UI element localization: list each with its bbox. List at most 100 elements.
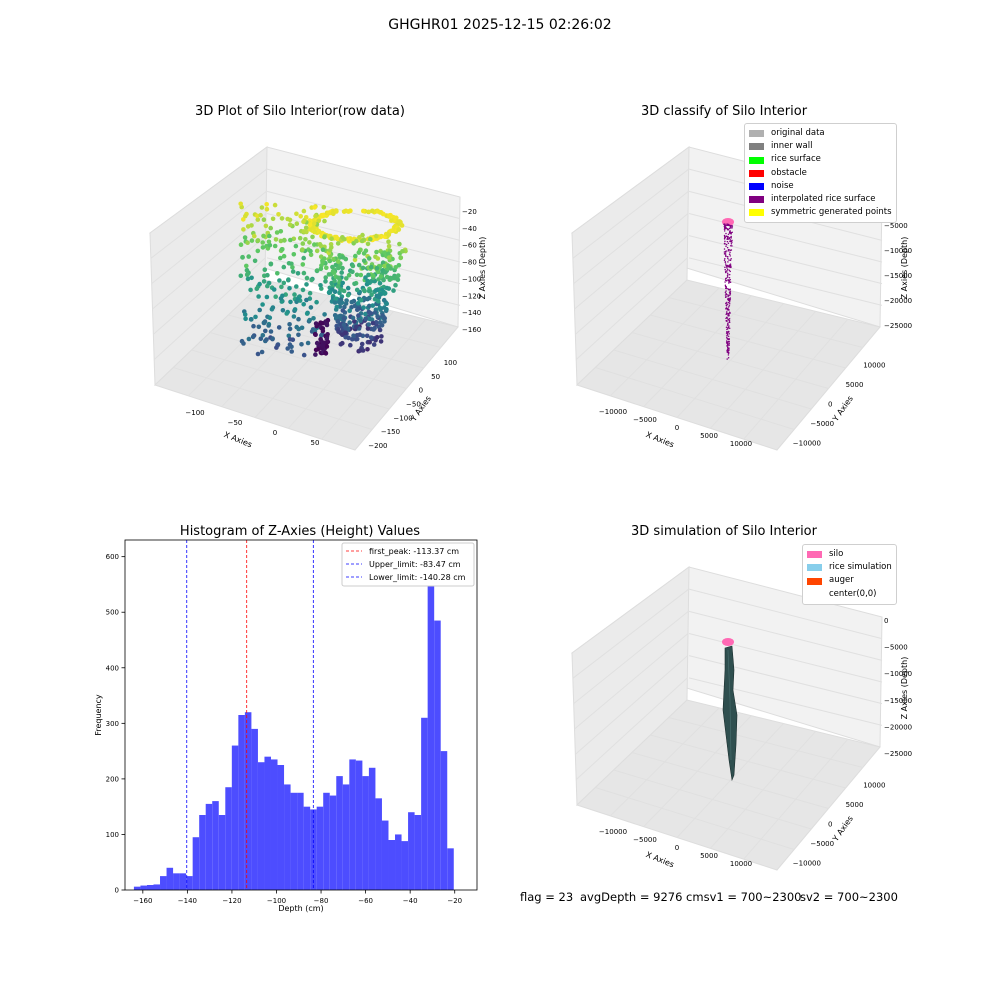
raw-data-point xyxy=(340,265,345,271)
raw-data-point xyxy=(340,308,346,313)
raw-z-tick-label: −80 xyxy=(462,259,477,267)
raw-y-tick-label: 0 xyxy=(419,387,423,395)
raw-data-point xyxy=(352,303,358,309)
classify-plot-title: 3D classify of Silo Interior xyxy=(640,104,808,119)
raw-data-point xyxy=(244,272,250,278)
raw-z-tick-label: −40 xyxy=(462,225,477,233)
raw-data-point xyxy=(243,213,248,219)
raw-data-point xyxy=(314,299,319,305)
raw-data-point xyxy=(368,335,374,340)
raw-data-point xyxy=(270,336,275,341)
legend-item: auger xyxy=(807,574,892,587)
legend-swatch xyxy=(749,209,764,217)
raw-data-point xyxy=(381,277,386,283)
raw-data-point xyxy=(270,216,276,222)
raw-y-axis-label: Y Axies xyxy=(408,394,433,424)
raw-data-point xyxy=(355,301,361,306)
raw-data-point xyxy=(287,337,293,342)
raw-data-point xyxy=(281,280,287,286)
raw-data-point xyxy=(325,317,331,323)
legend-item: silo xyxy=(807,548,892,561)
raw-data-point xyxy=(264,202,270,207)
raw-x-axis-label: X Axies xyxy=(223,430,254,449)
raw-data-point xyxy=(245,240,250,245)
raw-z-tick-label: −140 xyxy=(462,309,481,317)
raw-data-point xyxy=(386,232,392,238)
raw-data-point xyxy=(344,298,349,303)
raw-data-point xyxy=(287,326,293,332)
raw-data-point xyxy=(275,271,280,276)
raw-data-point xyxy=(369,264,374,270)
raw-data-point xyxy=(241,227,246,232)
raw-data-point xyxy=(327,258,333,264)
raw-data-point xyxy=(263,328,268,334)
raw-data-point xyxy=(252,233,257,239)
classify-legend: original data inner wall rice surface obsta… xyxy=(744,123,897,224)
legend-swatch xyxy=(807,577,822,585)
raw-data-point xyxy=(278,255,283,261)
legend-label: interpolated rice surface xyxy=(771,194,876,205)
raw-data-point xyxy=(369,292,374,298)
raw-data-point xyxy=(278,229,284,234)
raw-data-point xyxy=(251,323,256,329)
raw-data-point xyxy=(386,263,391,269)
raw-data-point xyxy=(327,290,333,295)
raw-data-point xyxy=(330,269,336,274)
raw-data-point xyxy=(264,337,269,342)
raw-data-point xyxy=(363,311,368,317)
raw-z-tick-label: −120 xyxy=(462,292,481,300)
raw-data-point xyxy=(371,342,377,347)
raw-data-point xyxy=(377,327,383,333)
raw-data-point xyxy=(361,208,366,214)
raw-data-point xyxy=(352,319,357,324)
raw-data-point xyxy=(371,327,376,332)
raw-data-point xyxy=(291,236,297,242)
raw-data-point xyxy=(261,320,267,326)
raw-data-point xyxy=(320,343,326,348)
raw-data-point xyxy=(304,297,309,303)
raw-data-point xyxy=(354,324,359,330)
raw-data-point xyxy=(308,305,314,310)
raw-data-point xyxy=(337,253,342,258)
raw-data-point xyxy=(255,217,261,222)
raw-data-point xyxy=(357,235,362,240)
raw-data-point xyxy=(267,315,273,321)
raw-data-point xyxy=(358,318,363,324)
raw-data-point xyxy=(280,293,285,299)
raw-data-point xyxy=(377,305,383,310)
raw-data-point xyxy=(301,255,307,261)
raw-data-point xyxy=(333,296,338,302)
raw-data-point xyxy=(343,256,349,262)
raw-data-point xyxy=(272,202,278,208)
raw-data-point xyxy=(386,244,392,249)
raw-data-point xyxy=(391,288,396,293)
raw-data-point xyxy=(287,286,292,291)
raw-grid-line xyxy=(153,235,266,335)
raw-data-point xyxy=(274,230,280,235)
raw-data-point xyxy=(382,316,388,321)
raw-data-point xyxy=(314,248,320,254)
raw-data-point xyxy=(281,264,287,270)
raw-data-point xyxy=(398,255,404,261)
raw-data-point xyxy=(392,275,398,281)
raw-data-point xyxy=(308,248,313,254)
raw-data-point xyxy=(301,352,307,358)
raw-x-tick-label: 0 xyxy=(273,429,277,437)
raw-data-point xyxy=(325,339,331,345)
raw-data-point xyxy=(238,242,244,247)
raw-data-point xyxy=(279,216,285,221)
raw-data-point xyxy=(262,267,268,273)
raw-data-point xyxy=(397,241,402,247)
raw-data-point xyxy=(286,333,292,339)
legend-swatch xyxy=(749,130,764,138)
raw-data-point xyxy=(366,288,372,294)
raw-data-point xyxy=(379,334,384,339)
raw-data-point xyxy=(273,237,279,242)
raw-data-point xyxy=(271,287,277,292)
raw-data-point xyxy=(370,320,376,326)
raw-data-point xyxy=(318,283,323,288)
raw-data-point xyxy=(351,333,356,339)
raw-data-point xyxy=(284,311,290,316)
raw-data-point xyxy=(375,299,381,304)
raw-data-point xyxy=(383,270,388,275)
